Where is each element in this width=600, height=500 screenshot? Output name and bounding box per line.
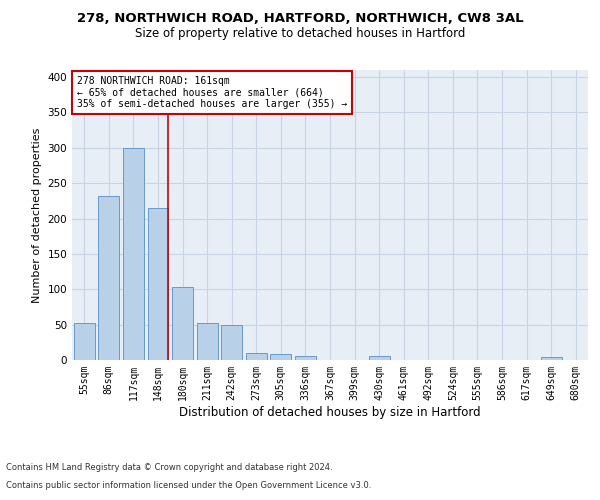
Y-axis label: Number of detached properties: Number of detached properties <box>32 128 42 302</box>
Bar <box>541 357 562 360</box>
Bar <box>246 353 267 360</box>
Text: Contains HM Land Registry data © Crown copyright and database right 2024.: Contains HM Land Registry data © Crown c… <box>6 464 332 472</box>
Bar <box>98 196 119 360</box>
Bar <box>295 356 316 360</box>
Bar <box>221 326 242 360</box>
Bar <box>148 208 169 360</box>
Text: 278, NORTHWICH ROAD, HARTFORD, NORTHWICH, CW8 3AL: 278, NORTHWICH ROAD, HARTFORD, NORTHWICH… <box>77 12 523 26</box>
Bar <box>74 322 95 360</box>
Bar <box>197 323 218 360</box>
Bar <box>172 287 193 360</box>
Text: Contains public sector information licensed under the Open Government Licence v3: Contains public sector information licen… <box>6 481 371 490</box>
Text: 278 NORTHWICH ROAD: 161sqm
← 65% of detached houses are smaller (664)
35% of sem: 278 NORTHWICH ROAD: 161sqm ← 65% of deta… <box>77 76 347 109</box>
Bar <box>123 148 144 360</box>
Bar <box>368 356 389 360</box>
Text: Size of property relative to detached houses in Hartford: Size of property relative to detached ho… <box>135 28 465 40</box>
Bar <box>271 354 292 360</box>
X-axis label: Distribution of detached houses by size in Hartford: Distribution of detached houses by size … <box>179 406 481 418</box>
